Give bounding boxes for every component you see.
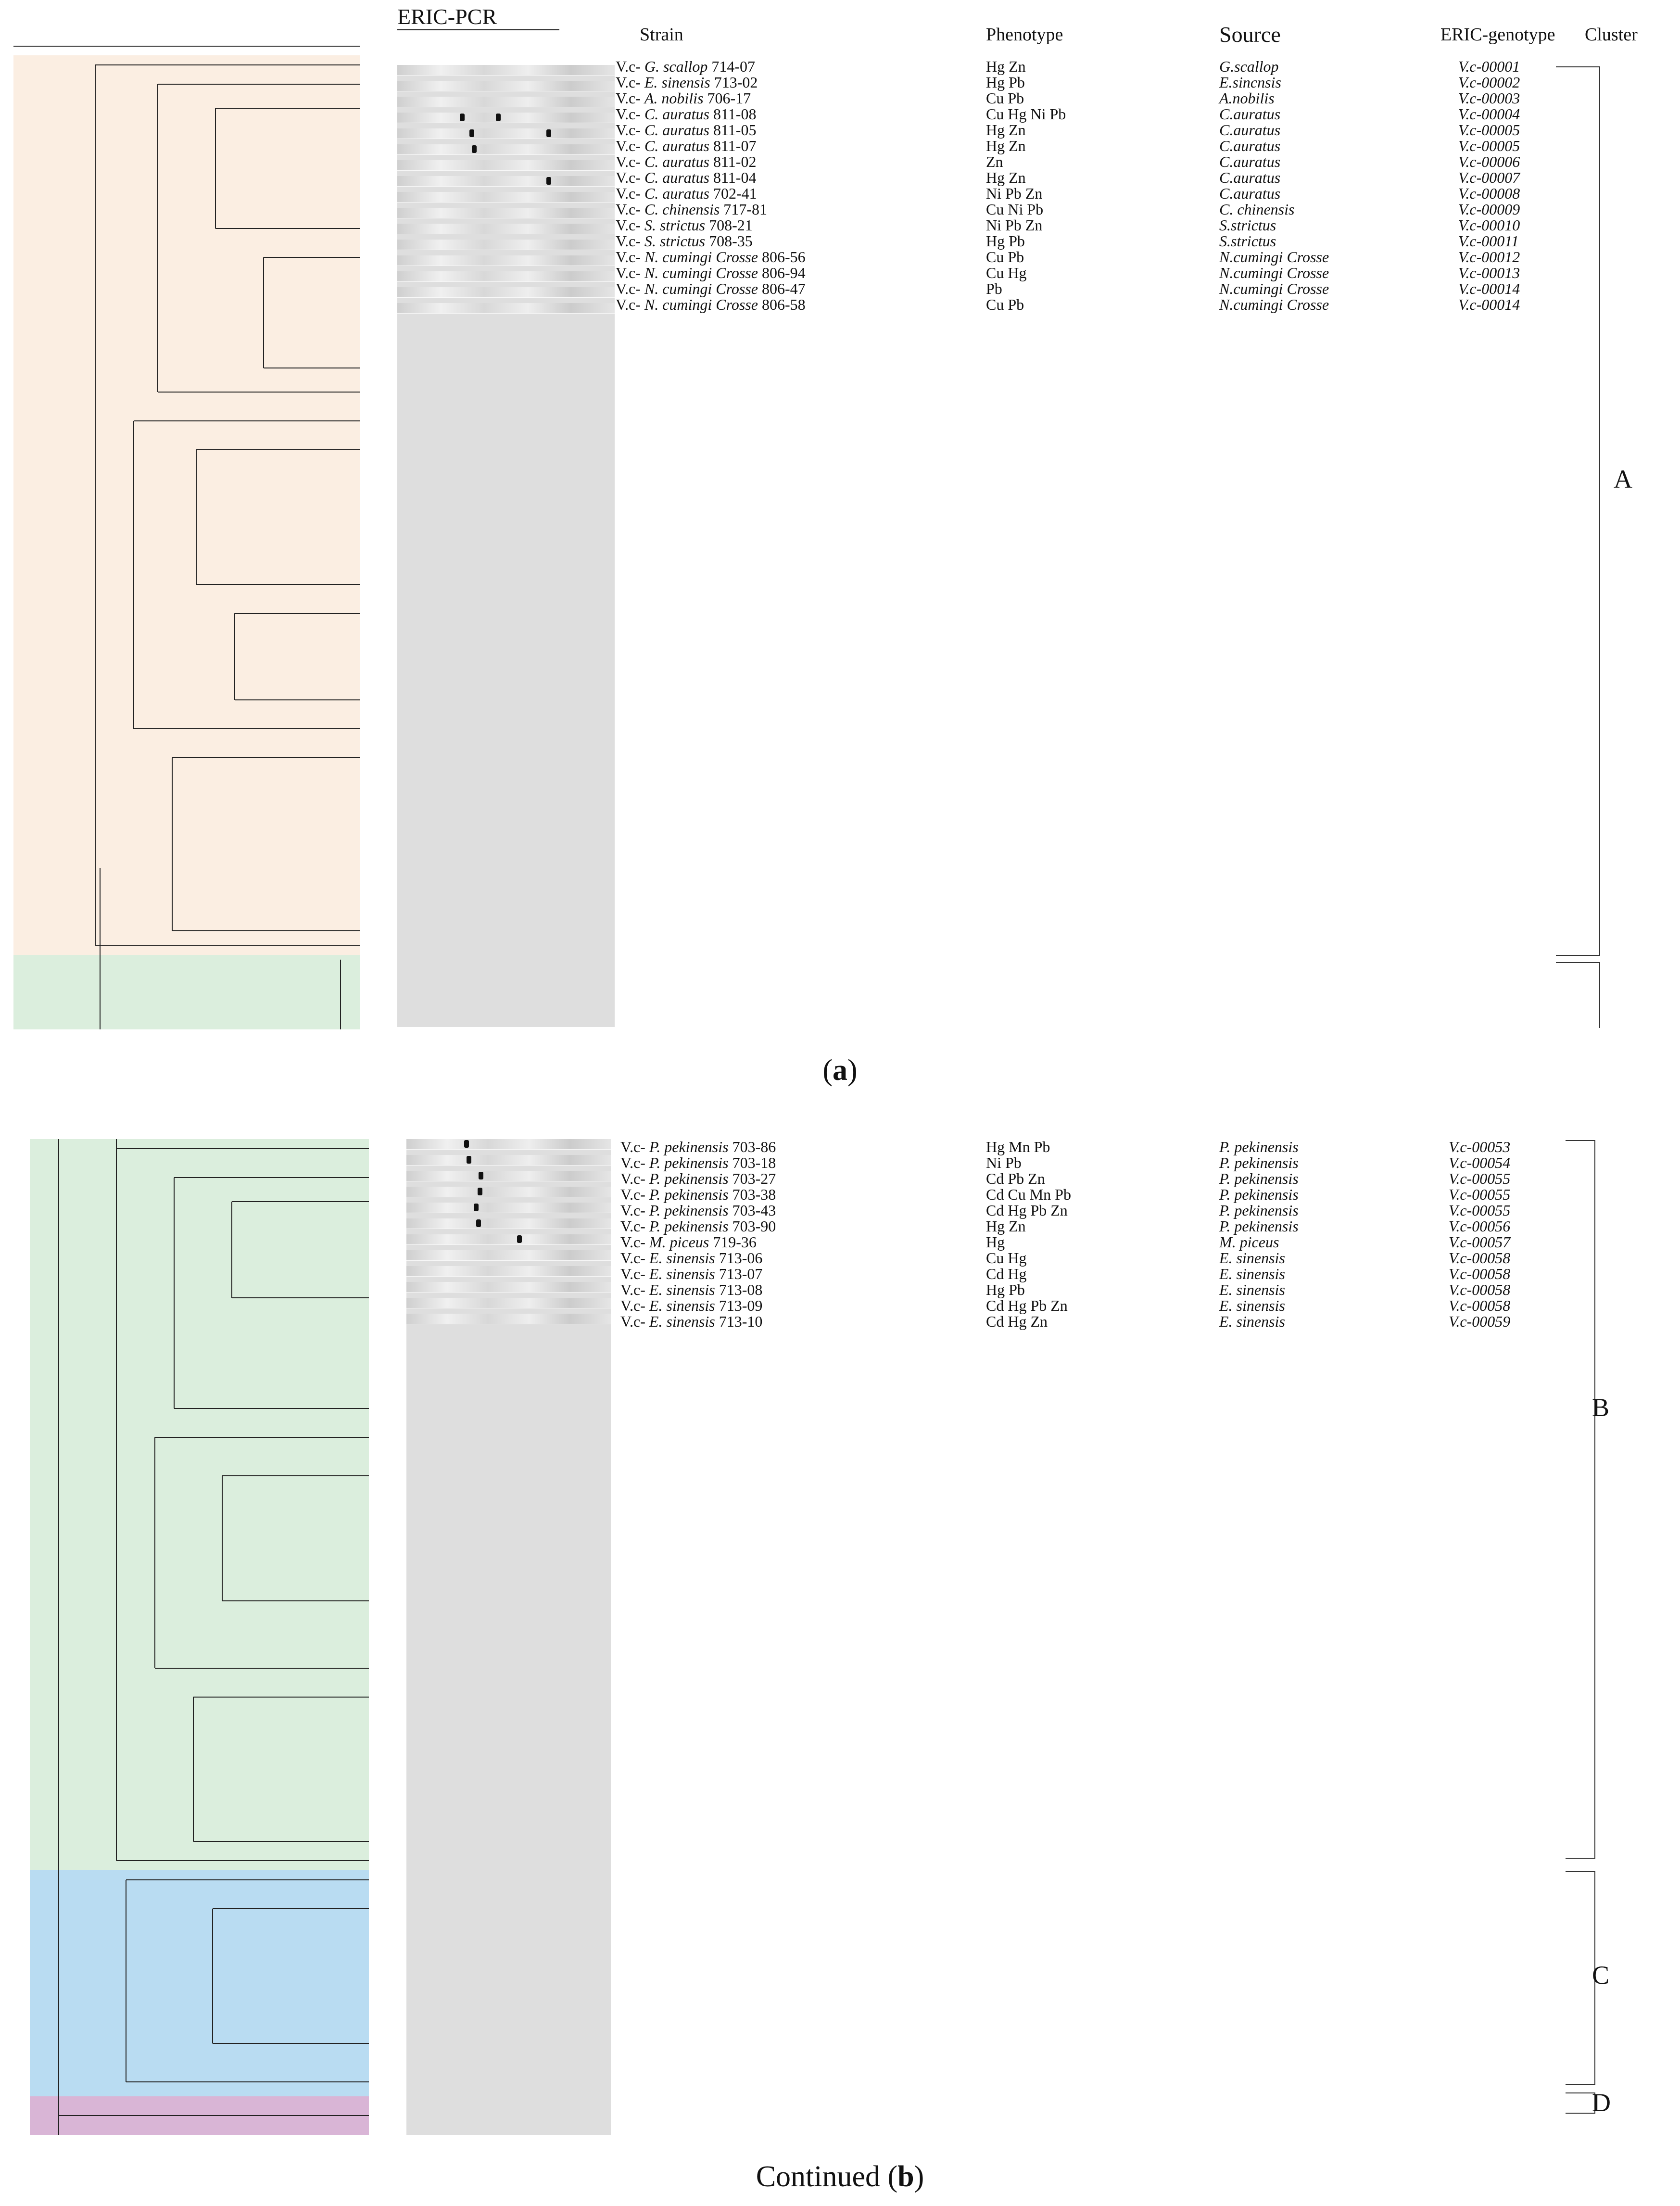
cluster-b-bracket xyxy=(1566,1140,1595,1859)
strain-table-b: V.c- P. pekinensis 703-86 Hg Mn Pb P. pe… xyxy=(620,1138,1511,1330)
genotype-header: ERIC-genotype xyxy=(1440,25,1555,45)
cluster-b-label: B xyxy=(1592,1393,1610,1422)
eric-pcr-gel-b xyxy=(406,1139,611,2135)
cluster-d-label: D xyxy=(1592,2088,1611,2117)
panel-a: ERIC-PCR Strain Phenotype Source ERIC-ge… xyxy=(0,0,1680,1097)
phenotype-header: Phenotype xyxy=(986,25,1063,45)
caption-a: (a) xyxy=(822,1054,858,1087)
cluster-header: Cluster xyxy=(1585,25,1638,45)
cluster-b-bracket-top xyxy=(1556,962,1600,1028)
dendrogram-b xyxy=(30,1139,369,2135)
cluster-c-bracket xyxy=(1566,1871,1595,2085)
dendrogram-a xyxy=(13,55,360,1029)
cluster-a-label: A xyxy=(1614,465,1632,494)
cluster-c-label: C xyxy=(1592,1961,1610,1990)
dendrogram-a-tree xyxy=(95,64,360,1029)
cluster-a-bracket xyxy=(1556,66,1600,956)
dendrogram-b-tree xyxy=(58,1139,369,2135)
eric-pcr-gel-a xyxy=(397,65,615,1027)
strain-header: Strain xyxy=(640,25,683,45)
caption-b: Continued (b) xyxy=(756,2160,924,2193)
strain-table-a: V.c- G. scallop 714-07 Hg Zn G.scallop V… xyxy=(616,58,1520,313)
cluster-d-bracket xyxy=(1566,2092,1595,2114)
eric-pcr-header: ERIC-PCR xyxy=(397,4,560,30)
panel-b: V.c- P. pekinensis 703-86 Hg Mn Pb P. pe… xyxy=(0,1126,1680,2193)
similarity-scale-bar xyxy=(13,46,360,53)
source-header: Source xyxy=(1219,22,1281,47)
